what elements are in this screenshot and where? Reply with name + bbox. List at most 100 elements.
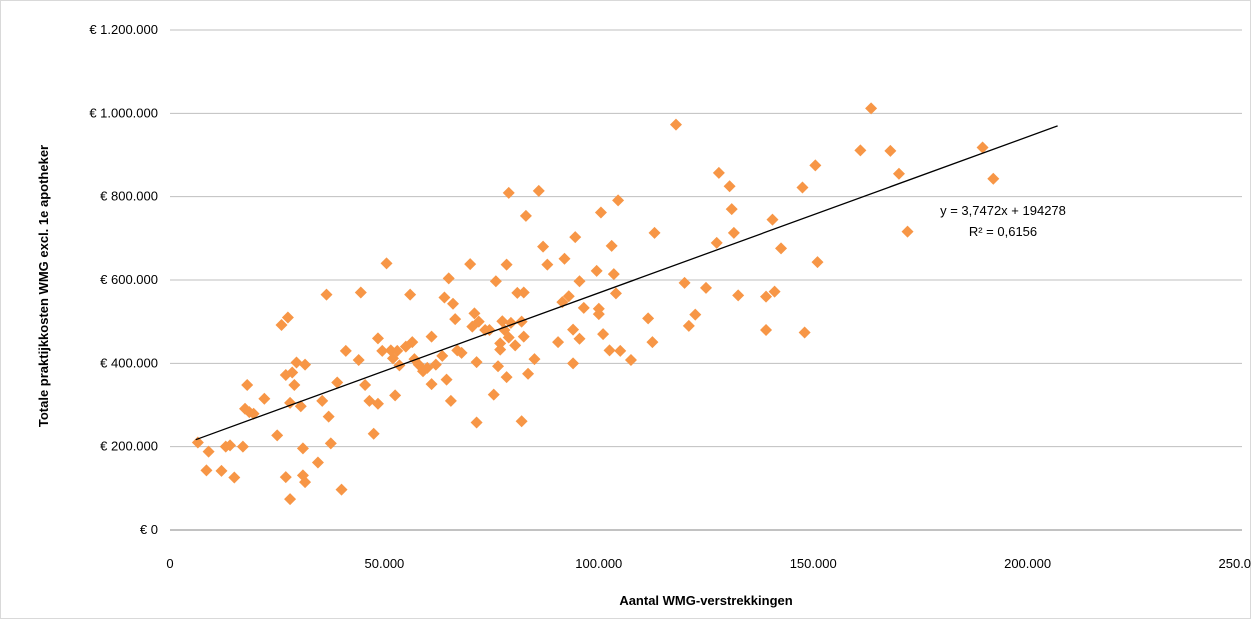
data-point (646, 336, 659, 349)
data-point (723, 180, 736, 193)
data-point (444, 394, 457, 407)
data-point (732, 289, 745, 302)
data-point (288, 379, 301, 391)
trendline-equation: y = 3,7472x + 194278 (940, 203, 1066, 218)
data-point (354, 286, 367, 299)
y-tick-label: € 1.200.000 (89, 22, 158, 37)
data-point (775, 242, 788, 255)
data-point (511, 286, 524, 299)
data-point (509, 339, 522, 352)
data-point (316, 394, 329, 407)
data-point (577, 301, 590, 314)
data-point (215, 464, 228, 477)
data-point (597, 328, 610, 341)
data-point (522, 367, 535, 380)
data-point (449, 313, 462, 326)
x-tick-label: 100.000 (575, 556, 622, 571)
data-point (567, 323, 580, 336)
data-point (224, 439, 237, 452)
data-point (678, 276, 691, 289)
data-point (517, 286, 530, 299)
data-point (472, 315, 485, 328)
data-point (976, 141, 989, 154)
data-point (569, 231, 582, 244)
data-point (429, 358, 442, 371)
data-point (854, 144, 867, 157)
data-point (798, 326, 811, 339)
data-point (809, 159, 822, 172)
data-point (768, 285, 781, 298)
y-tick-label: € 600.000 (100, 272, 158, 287)
data-point (541, 258, 554, 271)
data-point (464, 258, 477, 271)
data-point (442, 272, 455, 285)
data-point (494, 337, 507, 350)
data-point (502, 186, 515, 199)
data-point (324, 437, 337, 450)
trendline (195, 125, 1058, 441)
data-point (389, 389, 402, 402)
data-point (436, 349, 449, 362)
data-point (558, 252, 571, 265)
data-point (311, 456, 324, 469)
data-point (438, 291, 451, 304)
data-point (281, 311, 294, 324)
data-point (335, 483, 348, 496)
data-points (191, 102, 1000, 506)
data-point (299, 476, 312, 489)
data-point (299, 358, 312, 371)
data-point (796, 181, 809, 194)
data-point (425, 330, 438, 343)
data-point (271, 429, 284, 442)
data-point (605, 239, 618, 252)
data-point (376, 344, 389, 357)
data-point (367, 427, 380, 440)
data-point (607, 268, 620, 281)
data-point (532, 184, 545, 197)
data-point (515, 415, 528, 428)
data-point (496, 315, 509, 328)
x-tick-label: 50.000 (365, 556, 405, 571)
data-point (592, 302, 605, 315)
data-point (294, 400, 307, 413)
y-tick-label: € 200.000 (100, 439, 158, 454)
data-point (339, 344, 352, 357)
data-point (489, 275, 502, 288)
data-point (279, 471, 292, 484)
data-point (901, 225, 914, 238)
data-point (884, 144, 897, 157)
data-point (562, 290, 575, 303)
data-point (404, 288, 417, 301)
data-point (892, 167, 905, 180)
data-point (603, 344, 616, 357)
data-point (406, 336, 419, 349)
data-point (380, 257, 393, 270)
data-point (573, 275, 586, 288)
data-point (517, 330, 530, 343)
data-point (567, 357, 580, 370)
data-point (200, 464, 213, 477)
data-point (286, 366, 299, 379)
data-point (519, 209, 532, 222)
data-point (727, 226, 740, 239)
data-point (258, 392, 271, 405)
data-point (228, 471, 241, 484)
data-point (425, 378, 438, 391)
y-tick-label: € 800.000 (100, 189, 158, 204)
data-point (494, 343, 507, 356)
data-point (483, 324, 496, 336)
data-point (455, 346, 468, 359)
data-point (284, 493, 297, 506)
data-point (552, 336, 565, 349)
data-point (236, 440, 249, 453)
x-tick-label: 150.000 (790, 556, 837, 571)
data-point (614, 344, 627, 357)
data-point (528, 353, 541, 366)
data-point (487, 388, 500, 401)
data-point (725, 203, 738, 216)
data-point (573, 332, 586, 345)
data-point (447, 297, 460, 310)
data-point (322, 410, 335, 423)
